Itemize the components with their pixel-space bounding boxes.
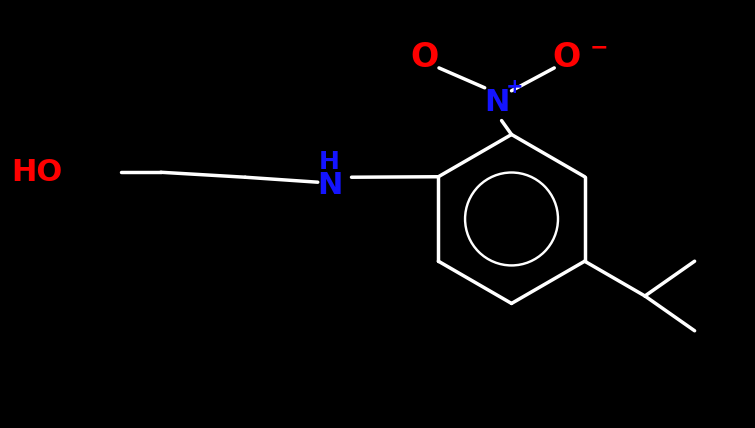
Text: O: O <box>410 42 438 74</box>
Text: HO: HO <box>11 158 63 187</box>
Text: H: H <box>319 150 340 174</box>
Text: +: + <box>506 77 523 97</box>
Text: −: − <box>590 37 609 57</box>
Text: N: N <box>484 88 510 117</box>
Text: O: O <box>552 42 581 74</box>
Text: N: N <box>317 171 342 200</box>
